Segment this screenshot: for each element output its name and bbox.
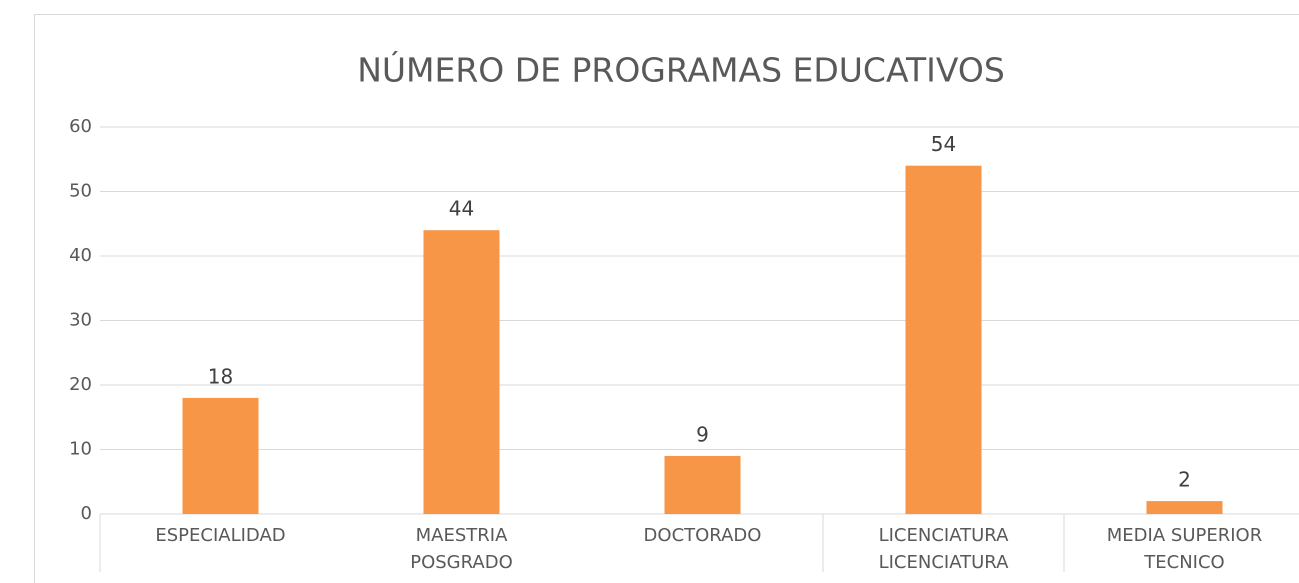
y-tick-label: 30 — [69, 310, 92, 331]
y-tick-label: 20 — [69, 374, 92, 395]
data-label: 2 — [1178, 468, 1191, 492]
data-label: 44 — [449, 197, 474, 221]
x-tick-label: LICENCIATURA — [879, 552, 1009, 573]
y-tick-label: 40 — [69, 245, 92, 266]
x-tick-label: ESPECIALIDAD — [155, 525, 285, 546]
data-label: 18 — [208, 364, 233, 388]
x-tick-label: POSGRADO — [410, 552, 513, 573]
x-tick-label: TECNICO — [1143, 552, 1224, 573]
bar — [1146, 501, 1223, 514]
y-tick-label: 10 — [69, 439, 92, 460]
y-tick-label: 50 — [69, 181, 92, 202]
x-tick-label: DOCTORADO — [644, 525, 762, 546]
bar — [423, 230, 500, 514]
data-label: 9 — [696, 422, 709, 446]
x-tick-label: LICENCIATURA — [879, 525, 1009, 546]
bar — [182, 397, 259, 514]
bar — [905, 165, 982, 514]
bar — [664, 455, 741, 514]
y-tick-label: 60 — [69, 116, 92, 137]
x-tick-label: MAESTRIA — [416, 525, 508, 546]
x-tick-label: MEDIA SUPERIOR — [1107, 525, 1262, 546]
y-tick-label: 0 — [81, 503, 92, 524]
data-label: 54 — [931, 132, 956, 156]
chart-title: NÚMERO DE PROGRAMAS EDUCATIVOS — [357, 50, 1005, 90]
